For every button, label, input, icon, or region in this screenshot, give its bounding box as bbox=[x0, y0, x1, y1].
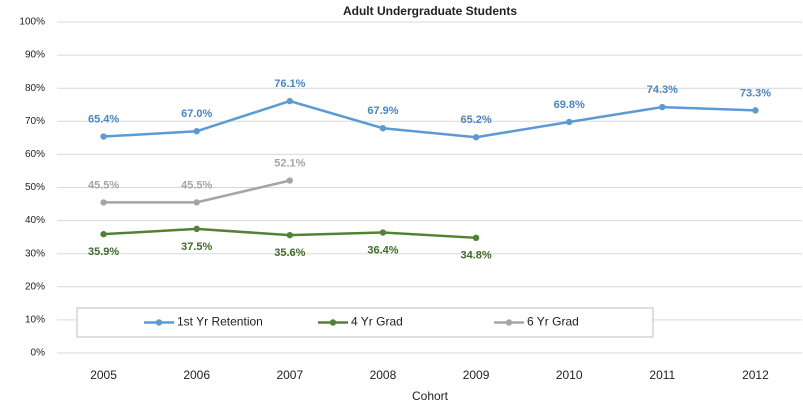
data-label: 35.9% bbox=[88, 246, 119, 258]
data-label: 65.4% bbox=[88, 113, 119, 125]
legend-label: 1st Yr Retention bbox=[177, 315, 263, 329]
series-line bbox=[103, 99, 756, 139]
point bbox=[565, 118, 573, 126]
data-label: 65.2% bbox=[460, 114, 491, 126]
x-tick-label: 2012 bbox=[742, 368, 769, 382]
x-tick-label: 2011 bbox=[649, 368, 675, 382]
y-tick-label: 50% bbox=[25, 182, 45, 193]
data-label: 76.1% bbox=[274, 78, 305, 90]
point bbox=[100, 230, 107, 238]
point bbox=[752, 107, 759, 114]
x-tick-label: 2006 bbox=[183, 368, 210, 382]
point bbox=[472, 133, 480, 141]
x-tick-label: 2010 bbox=[556, 368, 583, 382]
point bbox=[286, 231, 294, 239]
data-label: 67.9% bbox=[367, 105, 398, 117]
data-label: 45.5% bbox=[88, 179, 119, 191]
data-label: 36.4% bbox=[367, 244, 398, 256]
y-tick-label: 80% bbox=[25, 83, 45, 94]
y-tick-label: 30% bbox=[25, 248, 45, 259]
y-tick-label: 100% bbox=[19, 17, 45, 28]
chart-title: Adult Undergraduate Students bbox=[343, 4, 517, 18]
legend-marker bbox=[155, 319, 163, 326]
data-label: 74.3% bbox=[647, 84, 678, 96]
x-tick-label: 2005 bbox=[90, 368, 117, 382]
legend-marker bbox=[505, 319, 513, 326]
y-tick-label: 10% bbox=[25, 315, 45, 326]
point bbox=[100, 133, 107, 140]
point bbox=[100, 199, 107, 206]
point bbox=[286, 177, 294, 184]
point bbox=[379, 229, 387, 236]
legend-marker bbox=[329, 319, 337, 326]
point bbox=[659, 103, 666, 111]
point bbox=[379, 125, 387, 132]
data-label: 34.8% bbox=[460, 250, 491, 262]
x-tick-label: 2007 bbox=[276, 368, 303, 382]
legend-label: 4 Yr Grad bbox=[351, 315, 403, 329]
x-tick-label: 2008 bbox=[370, 368, 397, 382]
legend-label: 6 Yr Grad bbox=[527, 315, 579, 329]
y-tick-label: 40% bbox=[25, 215, 45, 226]
x-tick-label: 2009 bbox=[463, 368, 490, 382]
point bbox=[193, 199, 200, 206]
data-label: 73.3% bbox=[740, 87, 771, 99]
data-label: 37.5% bbox=[181, 241, 212, 253]
y-tick-label: 70% bbox=[25, 116, 45, 127]
point bbox=[286, 97, 294, 105]
data-label: 35.6% bbox=[274, 247, 305, 259]
point bbox=[193, 225, 200, 233]
data-label: 52.1% bbox=[274, 157, 305, 169]
y-tick-label: 20% bbox=[25, 281, 45, 292]
x-axis-label: Cohort bbox=[412, 389, 449, 403]
y-tick-label: 60% bbox=[25, 149, 45, 160]
y-tick-label: 0% bbox=[31, 348, 46, 359]
legend: 1st Yr Retention 4 Yr Grad 6 Yr Grad bbox=[76, 307, 654, 338]
data-label: 45.5% bbox=[181, 179, 212, 191]
data-label: 69.8% bbox=[554, 99, 585, 111]
y-tick-label: 90% bbox=[25, 50, 45, 61]
point bbox=[472, 234, 480, 242]
point bbox=[193, 128, 200, 135]
data-label: 67.0% bbox=[181, 108, 212, 120]
